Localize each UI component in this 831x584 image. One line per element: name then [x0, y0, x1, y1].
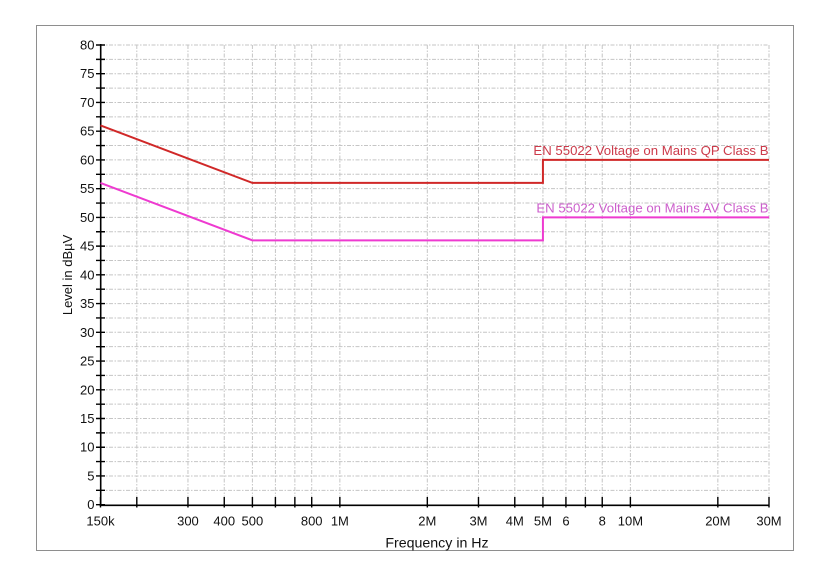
- svg-text:EN 55022 Voltage on Mains AV C: EN 55022 Voltage on Mains AV Class B: [536, 200, 768, 215]
- svg-text:75: 75: [80, 66, 94, 81]
- svg-text:1M: 1M: [331, 514, 349, 529]
- svg-text:35: 35: [80, 296, 94, 311]
- svg-text:50: 50: [80, 210, 94, 225]
- svg-text:4M: 4M: [506, 514, 524, 529]
- svg-text:2M: 2M: [418, 514, 436, 529]
- svg-text:0: 0: [87, 497, 94, 512]
- svg-text:3M: 3M: [469, 514, 487, 529]
- svg-text:6: 6: [562, 514, 569, 529]
- svg-text:Level in dBµV: Level in dBµV: [60, 234, 75, 315]
- svg-text:10M: 10M: [618, 514, 643, 529]
- svg-text:800: 800: [301, 514, 323, 529]
- svg-text:55: 55: [80, 181, 94, 196]
- svg-text:25: 25: [80, 354, 94, 369]
- svg-text:8: 8: [599, 514, 606, 529]
- svg-text:5: 5: [87, 468, 94, 483]
- svg-text:150k: 150k: [86, 514, 115, 529]
- svg-text:45: 45: [80, 239, 94, 254]
- svg-text:70: 70: [80, 95, 94, 110]
- svg-text:20M: 20M: [705, 514, 730, 529]
- svg-text:20: 20: [80, 382, 94, 397]
- svg-text:300: 300: [177, 514, 199, 529]
- svg-text:80: 80: [80, 38, 94, 53]
- svg-text:15: 15: [80, 411, 94, 426]
- svg-text:5M: 5M: [534, 514, 552, 529]
- svg-text:400: 400: [213, 514, 235, 529]
- svg-text:60: 60: [80, 152, 94, 167]
- svg-text:10: 10: [80, 440, 94, 455]
- svg-text:30M: 30M: [756, 514, 781, 529]
- svg-text:500: 500: [242, 514, 264, 529]
- svg-text:EN 55022 Voltage on Mains QP C: EN 55022 Voltage on Mains QP Class B: [533, 143, 768, 158]
- svg-text:30: 30: [80, 325, 94, 340]
- svg-text:40: 40: [80, 267, 94, 282]
- svg-text:65: 65: [80, 124, 94, 139]
- svg-text:Frequency in Hz: Frequency in Hz: [385, 536, 488, 552]
